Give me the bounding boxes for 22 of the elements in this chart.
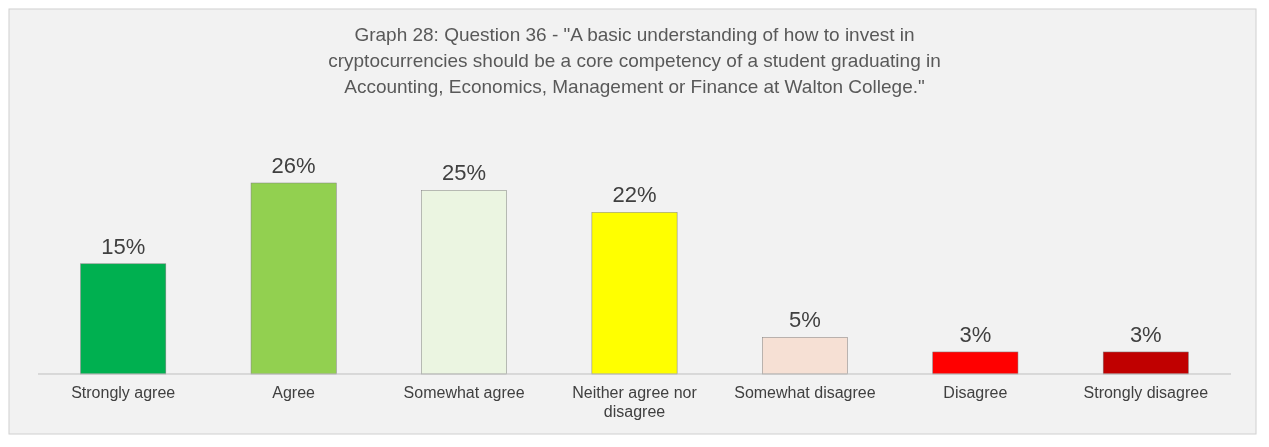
x-tick-label: Disagree	[943, 384, 1008, 401]
bar	[250, 182, 337, 375]
data-label: 5%	[789, 307, 821, 333]
bar	[762, 337, 848, 375]
data-label: 3%	[1129, 321, 1162, 347]
data-label: 15%	[101, 233, 146, 259]
data-label: 3%	[959, 321, 992, 347]
chart-title: Graph 28: Question 36 - "A basic understanding of how to invest in cryptocurrencies should be a core competency of a student graduating in Accounting, Economics, Management or Finance at Walton College."	[328, 24, 941, 97]
data-label: 22%	[612, 182, 657, 208]
data-label: 26%	[271, 153, 316, 178]
x-tick-label: Agree	[272, 384, 316, 401]
x-tick-label: Strongly agree	[71, 384, 176, 401]
bar	[1102, 351, 1189, 375]
x-tick-label: Strongly disagree	[1083, 384, 1209, 401]
bar	[591, 212, 678, 375]
bar	[80, 263, 167, 375]
data-label: 25%	[442, 160, 487, 186]
bar	[932, 351, 1019, 375]
bar	[421, 190, 507, 375]
x-tick-label: Somewhat agree	[403, 384, 525, 401]
x-tick-label: Neither agree nor disagree	[572, 384, 698, 420]
x-tick-label: Somewhat disagree	[734, 384, 876, 401]
